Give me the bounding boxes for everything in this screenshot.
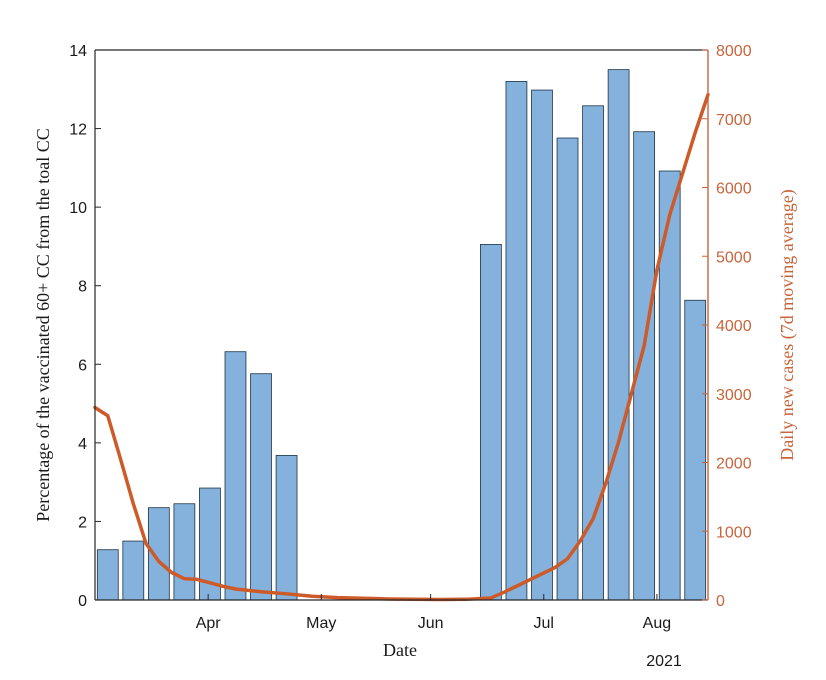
bar-week-7 — [275, 455, 298, 601]
bar-week-0 — [96, 549, 119, 601]
y-tick-label-4: 4 — [78, 436, 87, 453]
bar-week-18 — [556, 137, 579, 601]
bar-week-15 — [480, 244, 502, 601]
y-tick-label-10: 10 — [69, 200, 87, 217]
y-tick-label-12: 12 — [69, 122, 87, 139]
bar-week-16 — [505, 81, 528, 601]
bar-week-22 — [658, 170, 681, 601]
tick-labels: 0 2 4 6 8 10 12 14 0 1000 2000 3000 4000 5000 6000 7000… — [69, 43, 751, 632]
y2-tick-label-8000: 8000 — [716, 43, 752, 60]
axes — [94, 49, 709, 601]
line-series — [93, 92, 710, 602]
y-tick-label-8: 8 — [78, 279, 87, 296]
y2-tick-label-4000: 4000 — [716, 318, 752, 335]
bar-week-21 — [633, 131, 656, 601]
y-tick-label-6: 6 — [78, 357, 87, 374]
bar-week-20 — [607, 69, 630, 601]
y2-tick-label-7000: 7000 — [716, 112, 752, 129]
y2-axis-label: Daily new cases (7d moving average) — [777, 189, 798, 460]
y2-tick-label-0: 0 — [716, 593, 725, 610]
y-tick-label-2: 2 — [78, 514, 87, 531]
year-label: 2021 — [646, 653, 682, 670]
bar-week-6 — [250, 373, 272, 601]
y2-tick-label-5000: 5000 — [716, 249, 752, 266]
bar-week-19 — [582, 105, 604, 601]
x-tick-label-aug: Aug — [643, 615, 671, 632]
bar-week-23 — [684, 299, 707, 601]
y-axis-label: Percentage of the vaccinated 60+ CC from… — [33, 128, 53, 522]
y-tick-label-14: 14 — [69, 43, 87, 60]
x-axis-label: Date — [383, 640, 417, 660]
y-tick-label-0: 0 — [78, 593, 87, 610]
x-tick-label-jun: Jun — [418, 615, 444, 632]
x-tick-label-apr: Apr — [196, 615, 222, 632]
y2-tick-label-3000: 3000 — [716, 387, 752, 404]
bar-week-3 — [173, 503, 196, 601]
y2-tick-label-1000: 1000 — [716, 524, 752, 541]
y2-tick-label-2000: 2000 — [716, 456, 752, 473]
y2-tick-label-6000: 6000 — [716, 181, 752, 198]
bar-week-5 — [224, 351, 247, 601]
x-tick-label-jul: Jul — [534, 615, 554, 632]
bar-week-1 — [122, 540, 145, 601]
daily-cases-line — [93, 92, 710, 602]
bar-week-17 — [531, 89, 553, 601]
bar-series — [96, 69, 707, 601]
x-tick-label-may: May — [306, 615, 336, 632]
